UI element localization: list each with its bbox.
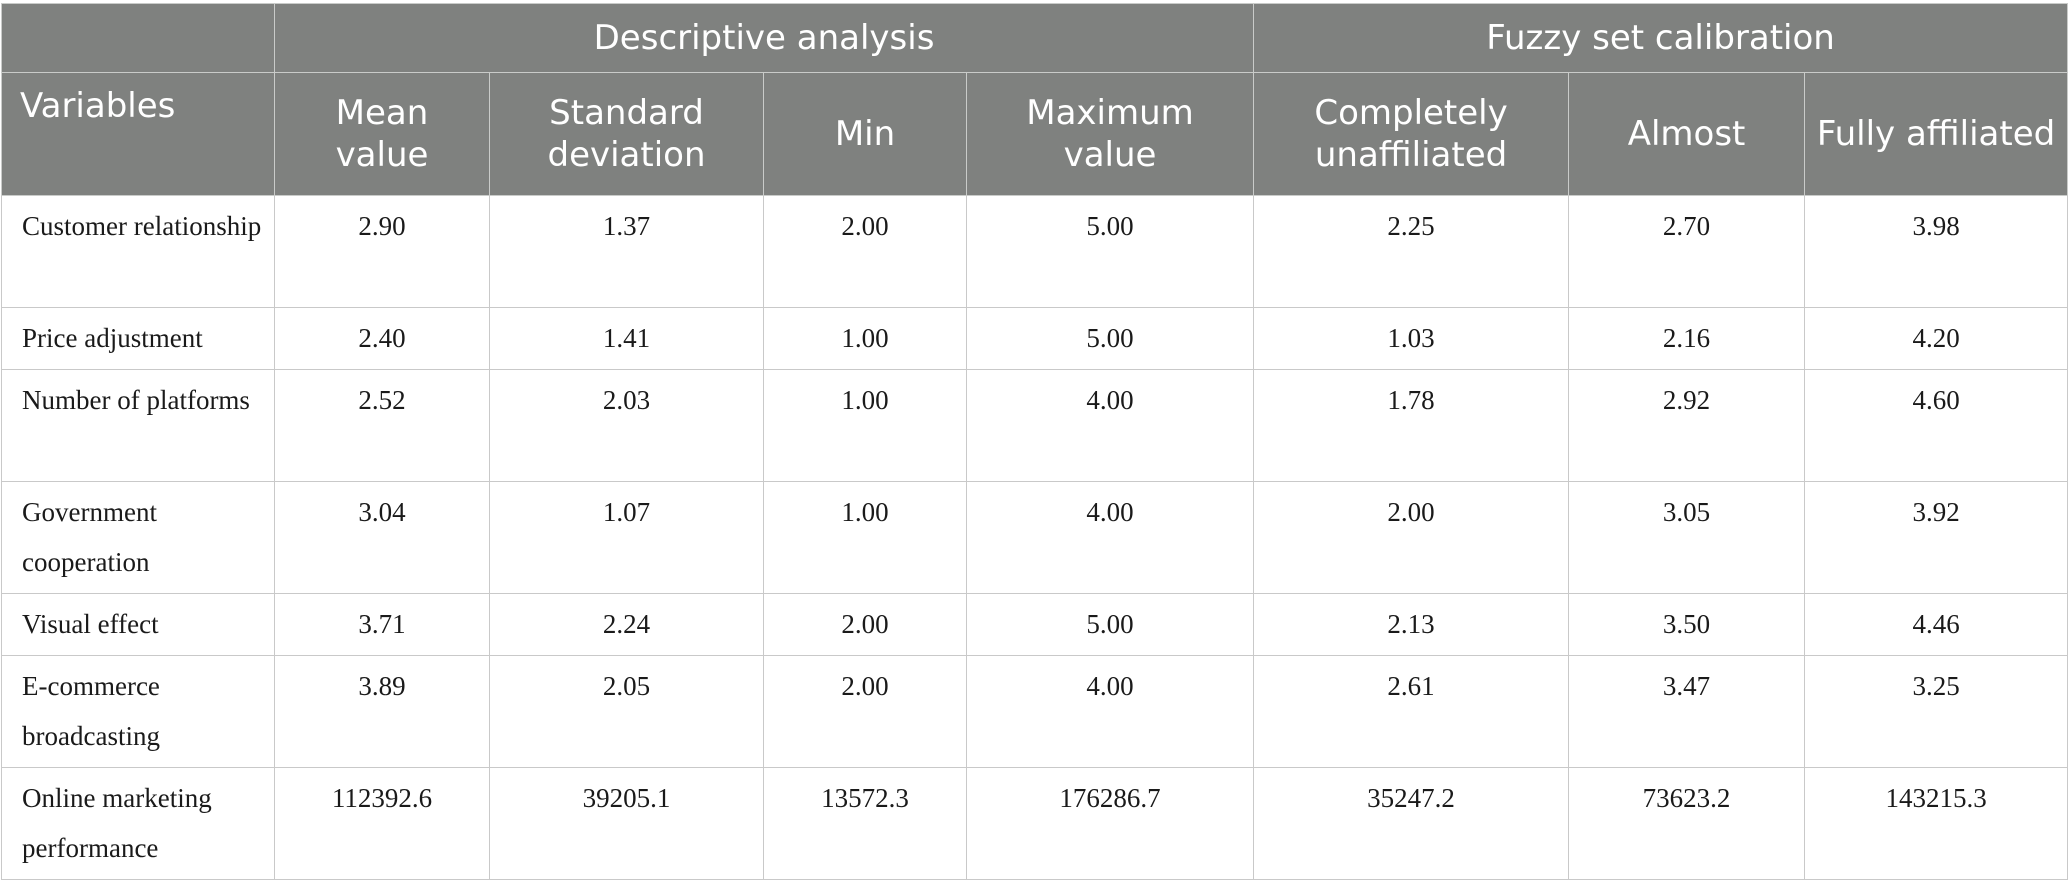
group-header-blank — [1, 3, 275, 73]
column-header-row: Variables Mean value Standard deviation … — [1, 72, 2068, 196]
unaffiliated-cell: 2.13 — [1253, 593, 1570, 656]
almost-cell: 2.16 — [1568, 307, 1806, 370]
table-row: Government cooperation 3.04 1.07 1.00 4.… — [1, 481, 2068, 594]
group-header-row: Descriptive analysis Fuzzy set calibrati… — [1, 3, 2068, 73]
column-header-almost: Almost — [1568, 72, 1806, 196]
max-cell: 5.00 — [965, 593, 1255, 656]
column-header-min: Min — [763, 72, 967, 196]
table-row: Visual effect 3.71 2.24 2.00 5.00 2.13 3… — [1, 593, 2068, 656]
affiliated-cell: 4.46 — [1804, 593, 2068, 656]
sd-cell: 2.03 — [489, 369, 764, 482]
max-cell: 5.00 — [965, 307, 1255, 370]
data-table: Descriptive analysis Fuzzy set calibrati… — [1, 3, 2068, 880]
affiliated-cell: 3.25 — [1804, 655, 2068, 768]
min-cell: 13572.3 — [763, 767, 967, 880]
affiliated-cell: 3.92 — [1804, 481, 2068, 594]
sd-cell: 1.37 — [489, 195, 764, 308]
max-cell: 4.00 — [965, 655, 1255, 768]
max-cell: 4.00 — [965, 369, 1255, 482]
affiliated-cell: 143215.3 — [1804, 767, 2068, 880]
almost-cell: 2.92 — [1568, 369, 1806, 482]
mean-cell: 3.71 — [274, 593, 490, 656]
mean-cell: 3.89 — [274, 655, 490, 768]
variable-cell: Number of platforms — [1, 369, 275, 482]
variable-cell: Price adjustment — [1, 307, 275, 370]
mean-cell: 112392.6 — [274, 767, 490, 880]
unaffiliated-cell: 2.61 — [1253, 655, 1570, 768]
variable-cell: Government cooperation — [1, 481, 275, 594]
almost-cell: 3.05 — [1568, 481, 1806, 594]
unaffiliated-cell: 2.00 — [1253, 481, 1570, 594]
unaffiliated-cell: 2.25 — [1253, 195, 1570, 308]
mean-cell: 2.52 — [274, 369, 490, 482]
min-cell: 2.00 — [763, 593, 967, 656]
unaffiliated-cell: 35247.2 — [1253, 767, 1570, 880]
column-header-mean: Mean value — [274, 72, 490, 196]
column-header-unaffiliated: Completely unaffiliated — [1253, 72, 1570, 196]
mean-cell: 2.40 — [274, 307, 490, 370]
sd-cell: 1.41 — [489, 307, 764, 370]
min-cell: 1.00 — [763, 307, 967, 370]
table-row: Customer relationship 2.90 1.37 2.00 5.0… — [1, 195, 2068, 308]
table-row: Online marketing performance 112392.6 39… — [1, 767, 2068, 880]
group-header-fuzzy: Fuzzy set calibration — [1253, 3, 2068, 73]
variable-cell: Visual effect — [1, 593, 275, 656]
column-header-sd: Standard deviation — [489, 72, 764, 196]
min-cell: 2.00 — [763, 655, 967, 768]
affiliated-cell: 4.60 — [1804, 369, 2068, 482]
almost-cell: 2.70 — [1568, 195, 1806, 308]
min-cell: 1.00 — [763, 369, 967, 482]
column-header-affiliated: Fully affiliated — [1804, 72, 2068, 196]
mean-cell: 3.04 — [274, 481, 490, 594]
unaffiliated-cell: 1.78 — [1253, 369, 1570, 482]
mean-cell: 2.90 — [274, 195, 490, 308]
min-cell: 2.00 — [763, 195, 967, 308]
max-cell: 176286.7 — [965, 767, 1255, 880]
table-row: Price adjustment 2.40 1.41 1.00 5.00 1.0… — [1, 307, 2068, 370]
sd-cell: 2.24 — [489, 593, 764, 656]
unaffiliated-cell: 1.03 — [1253, 307, 1570, 370]
sd-cell: 2.05 — [489, 655, 764, 768]
almost-cell: 3.50 — [1568, 593, 1806, 656]
variable-cell: E-commerce broadcasting — [1, 655, 275, 768]
sd-cell: 1.07 — [489, 481, 764, 594]
variable-cell: Customer relationship — [1, 195, 275, 308]
table-row: E-commerce broadcasting 3.89 2.05 2.00 4… — [1, 655, 2068, 768]
sd-cell: 39205.1 — [489, 767, 764, 880]
column-header-max: Maximum value — [965, 72, 1255, 196]
max-cell: 5.00 — [965, 195, 1255, 308]
table-row: Number of platforms 2.52 2.03 1.00 4.00 … — [1, 369, 2068, 482]
affiliated-cell: 3.98 — [1804, 195, 2068, 308]
column-header-variables: Variables — [1, 72, 275, 196]
affiliated-cell: 4.20 — [1804, 307, 2068, 370]
variable-cell: Online marketing performance — [1, 767, 275, 880]
almost-cell: 73623.2 — [1568, 767, 1806, 880]
min-cell: 1.00 — [763, 481, 967, 594]
max-cell: 4.00 — [965, 481, 1255, 594]
almost-cell: 3.47 — [1568, 655, 1806, 768]
group-header-descriptive: Descriptive analysis — [273, 3, 1255, 73]
